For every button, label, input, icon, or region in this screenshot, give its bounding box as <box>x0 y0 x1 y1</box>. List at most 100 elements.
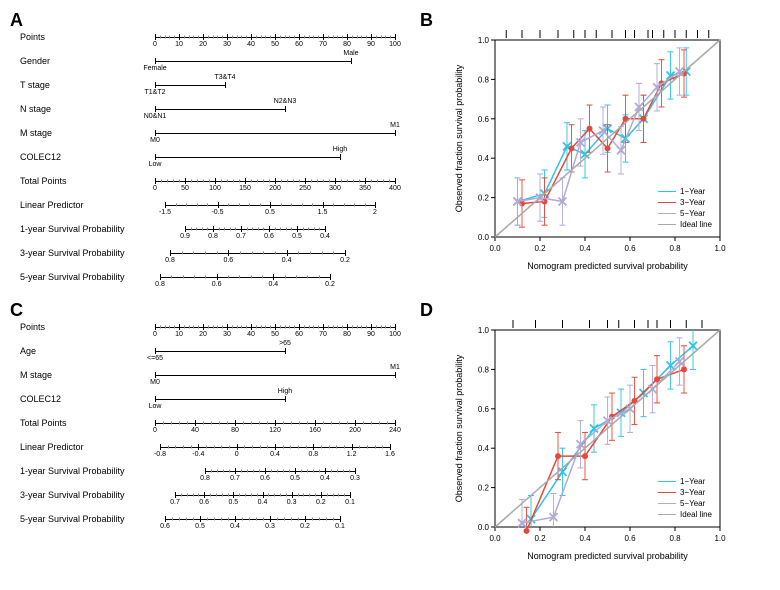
nomogram-row: 3-year Survival Probability0.80.60.40.2 <box>20 241 400 265</box>
axis-tick-label: 0.6 <box>212 281 222 288</box>
svg-text:0.0: 0.0 <box>489 244 501 253</box>
svg-text:Nomogram predicted survival pr: Nomogram predicted survival probability <box>527 551 688 561</box>
axis-tick-label: 0 <box>153 185 157 192</box>
axis-tick-label: 0.5 <box>195 523 205 530</box>
nomogram-row-label: Age <box>20 346 155 356</box>
axis-tick-label: 80 <box>231 427 239 434</box>
legend-label: Ideal line <box>680 220 712 229</box>
svg-text:0.2: 0.2 <box>478 484 490 493</box>
legend-item: 3−Year <box>658 487 712 498</box>
svg-text:0.0: 0.0 <box>478 233 490 242</box>
category-label: M0 <box>150 379 160 386</box>
axis-tick-label: 0 <box>235 451 239 458</box>
nomogram-A: Points0102030405060708090100GenderFemale… <box>20 25 400 285</box>
legend-item: 5−Year <box>658 498 712 509</box>
axis-tick-label: 0.3 <box>287 499 297 506</box>
axis-tick-label: 100 <box>209 185 221 192</box>
axis-tick-label: 80 <box>343 41 351 48</box>
nomogram-row: Linear Predictor-0.8-0.400.40.81.21.6 <box>20 435 400 459</box>
nomogram-axis: FemaleMale <box>155 49 395 73</box>
category-label: Low <box>149 403 162 410</box>
axis-tick-label: 70 <box>319 41 327 48</box>
nomogram-axis: <=65>65 <box>155 339 395 363</box>
axis-tick-label: 0.5 <box>228 499 238 506</box>
legend-label: 1−Year <box>680 187 705 196</box>
nomogram-row: COLEC12LowHigh <box>20 145 400 169</box>
nomogram-row-label: Total Points <box>20 418 155 428</box>
axis-tick-label: 160 <box>309 427 321 434</box>
nomogram-axis: 0102030405060708090100 <box>155 315 395 339</box>
panel-label: B <box>420 10 433 31</box>
nomogram-row-label: 1-year Survival Probability <box>20 224 155 234</box>
axis-tick-label: 0.8 <box>165 257 175 264</box>
axis-tick-label: 1.6 <box>385 451 395 458</box>
axis-tick-label: 0.4 <box>258 499 268 506</box>
axis-tick-label: 70 <box>319 331 327 338</box>
axis-tick-label: 1.2 <box>347 451 357 458</box>
legend-label: 3−Year <box>680 198 705 207</box>
nomogram-row-label: 3-year Survival Probability <box>20 248 155 258</box>
nomogram-row: T stageT1&T2T3&T4 <box>20 73 400 97</box>
svg-text:0.4: 0.4 <box>478 444 490 453</box>
svg-text:0.4: 0.4 <box>579 244 591 253</box>
nomogram-row: 3-year Survival Probability0.70.60.50.40… <box>20 483 400 507</box>
nomogram-row-label: Linear Predictor <box>20 442 155 452</box>
axis-tick-label: 0.1 <box>345 499 355 506</box>
axis-tick-label: 40 <box>247 41 255 48</box>
nomogram-row: Total Points04080120160200240 <box>20 411 400 435</box>
axis-tick-label: 60 <box>295 41 303 48</box>
legend-label: 5−Year <box>680 209 705 218</box>
axis-tick-label: 0.6 <box>160 523 170 530</box>
axis-tick-label: -1.5 <box>159 209 171 216</box>
axis-tick-label: 60 <box>295 331 303 338</box>
nomogram-axis: 04080120160200240 <box>155 411 395 435</box>
nomogram-row: 1-year Survival Probability0.80.70.60.50… <box>20 459 400 483</box>
axis-tick-label: 0.8 <box>208 233 218 240</box>
nomogram-row: 5-year Survival Probability0.80.60.40.2 <box>20 265 400 289</box>
axis-tick-label: 0.4 <box>268 281 278 288</box>
axis-tick-label: 20 <box>199 331 207 338</box>
axis-tick-label: 0.5 <box>265 209 275 216</box>
nomogram-row-label: Points <box>20 32 155 42</box>
nomogram-C: Points0102030405060708090100Age<=65>65M … <box>20 315 400 575</box>
axis-tick-label: 0 <box>153 331 157 338</box>
nomogram-axis: 0.90.80.70.60.50.4 <box>155 217 395 241</box>
axis-tick-label: 100 <box>389 41 401 48</box>
nomogram-axis: 0.80.60.40.2 <box>155 241 395 265</box>
axis-tick-label: 90 <box>367 41 375 48</box>
axis-tick-label: 20 <box>199 41 207 48</box>
nomogram-row: Total Points050100150200250300350400 <box>20 169 400 193</box>
legend-item: Ideal line <box>658 219 712 230</box>
legend: 1−Year 3−Year 5−Year Ideal line <box>658 186 712 230</box>
nomogram-axis: M0M1 <box>155 121 395 145</box>
svg-text:Nomogram predicted survival pr: Nomogram predicted survival probability <box>527 261 688 271</box>
svg-text:0.8: 0.8 <box>669 244 681 253</box>
panel-C: CPoints0102030405060708090100Age<=65>65M… <box>10 300 410 580</box>
svg-text:0.6: 0.6 <box>478 405 490 414</box>
nomogram-row-label: T stage <box>20 80 155 90</box>
axis-tick-label: 400 <box>389 185 401 192</box>
axis-tick-label: 0.6 <box>260 475 270 482</box>
category-label: T3&T4 <box>214 74 235 81</box>
calibration-plot-D: 0.00.20.40.60.81.00.00.20.40.60.81.0Nomo… <box>450 315 730 565</box>
svg-text:0.8: 0.8 <box>669 534 681 543</box>
legend-label: Ideal line <box>680 510 712 519</box>
legend-item: 3−Year <box>658 197 712 208</box>
axis-tick-label: 1.5 <box>318 209 328 216</box>
svg-text:0.2: 0.2 <box>534 244 546 253</box>
nomogram-row-label: COLEC12 <box>20 394 155 404</box>
svg-text:0.8: 0.8 <box>478 75 490 84</box>
nomogram-axis: M0M1 <box>155 363 395 387</box>
nomogram-row-label: 3-year Survival Probability <box>20 490 155 500</box>
axis-tick-label: 50 <box>271 331 279 338</box>
nomogram-axis: -0.8-0.400.40.81.21.6 <box>155 435 395 459</box>
nomogram-axis: 0.60.50.40.30.20.1 <box>155 507 395 531</box>
legend-label: 5−Year <box>680 499 705 508</box>
nomogram-row: GenderFemaleMale <box>20 49 400 73</box>
svg-text:1.0: 1.0 <box>478 36 490 45</box>
category-label: Female <box>143 65 166 72</box>
legend-item: 5−Year <box>658 208 712 219</box>
axis-tick-label: 0.3 <box>350 475 360 482</box>
axis-tick-label: 0.4 <box>230 523 240 530</box>
axis-tick-label: 0.4 <box>270 451 280 458</box>
